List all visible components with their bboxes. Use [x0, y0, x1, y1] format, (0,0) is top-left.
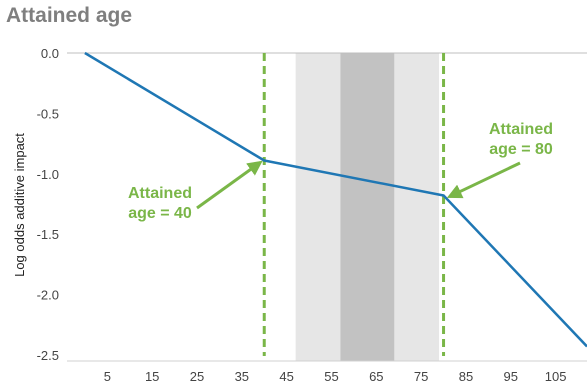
- series: [84, 51, 587, 348]
- y-tick-labels: 0.0 -0.5 -1.0 -1.5 -2.0 -2.5: [37, 46, 59, 363]
- x-tick-label: 65: [369, 369, 383, 384]
- shaded-regions: [295, 53, 440, 361]
- x-tick-label: 45: [279, 369, 293, 384]
- annotation-arrow-1: [196, 160, 263, 210]
- x-tick-label: 25: [190, 369, 204, 384]
- y-tick-label: -1.0: [37, 167, 59, 182]
- annotation-label-2: Attained age = 80: [489, 121, 553, 158]
- x-tick-label: 75: [414, 369, 428, 384]
- annotation-label-1: Attained age = 40: [128, 185, 192, 222]
- y-tick-label: -2.5: [37, 348, 59, 363]
- x-tick-label: 15: [145, 369, 159, 384]
- x-tick-label: 95: [504, 369, 518, 384]
- x-tick-label: 105: [545, 369, 567, 384]
- annotation-arrow-2: [446, 161, 521, 199]
- x-tick-label: 55: [324, 369, 338, 384]
- x-tick-label: 85: [459, 369, 473, 384]
- x-tick-label: 35: [235, 369, 249, 384]
- y-axis-label: Log odds additive impact: [12, 133, 27, 277]
- annotations: Attained age = 40 Attained age = 80: [128, 121, 553, 222]
- y-tick-label: -0.5: [37, 106, 59, 121]
- x-tick-label: 5: [104, 369, 111, 384]
- x-tick-labels: 5 15 25 35 45 55 65 75 85 95 105: [104, 369, 567, 384]
- y-tick-label: -2.0: [37, 288, 59, 303]
- series-line-1: [84, 51, 587, 348]
- shaded-region-2: [340, 53, 395, 361]
- y-tick-label: 0.0: [41, 46, 59, 61]
- y-tick-label: -1.5: [37, 227, 59, 242]
- reference-lines: [262, 53, 446, 356]
- chart-title: Attained age: [6, 4, 133, 27]
